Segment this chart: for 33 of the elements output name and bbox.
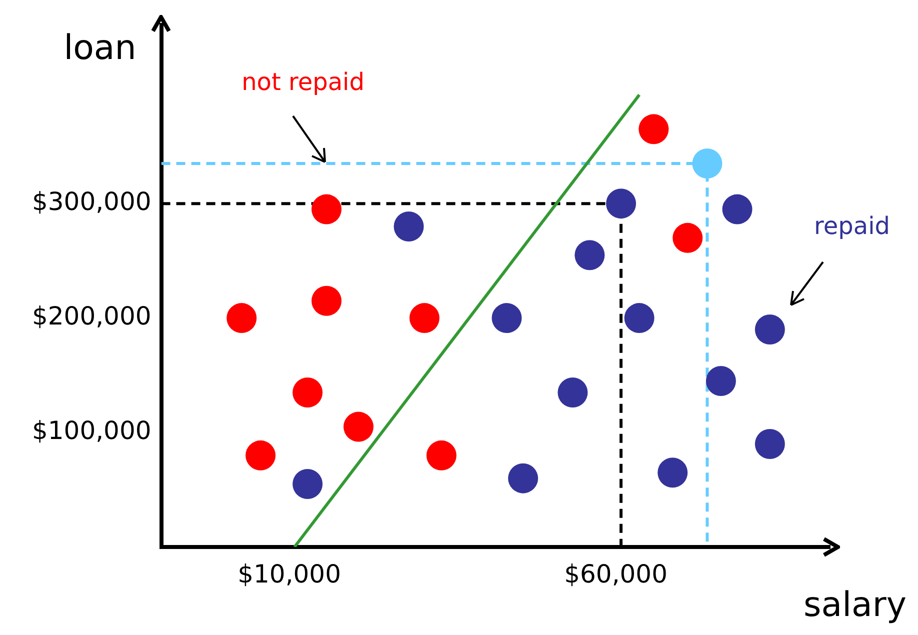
point xyxy=(706,366,736,396)
point xyxy=(312,194,342,224)
x-axis-title: salary xyxy=(804,584,906,625)
x-tick-label: $60,000 xyxy=(564,560,668,588)
text: not repaid xyxy=(242,68,364,96)
y-tick-label: $100,000 xyxy=(32,416,152,446)
text: repaid xyxy=(814,212,890,240)
x-tick-label: $10,000 xyxy=(238,560,341,588)
point xyxy=(754,428,785,459)
y-tick-label: $200,000 xyxy=(32,302,152,331)
point xyxy=(558,377,588,408)
point xyxy=(672,222,703,253)
y-axis-title: loan xyxy=(64,28,136,68)
point xyxy=(292,469,323,500)
point xyxy=(394,211,424,242)
point xyxy=(312,286,342,316)
point xyxy=(344,412,374,442)
point xyxy=(426,440,456,470)
point xyxy=(508,463,538,494)
point xyxy=(292,377,323,408)
point xyxy=(722,194,752,224)
point xyxy=(692,148,722,179)
point xyxy=(409,303,440,334)
point xyxy=(226,303,257,334)
point xyxy=(624,303,654,334)
point xyxy=(606,188,636,219)
point xyxy=(574,240,605,270)
point xyxy=(754,314,785,344)
point xyxy=(492,303,522,334)
point xyxy=(658,458,688,488)
point xyxy=(638,114,669,144)
point xyxy=(246,440,276,470)
y-tick-label: $300,000 xyxy=(32,187,152,216)
